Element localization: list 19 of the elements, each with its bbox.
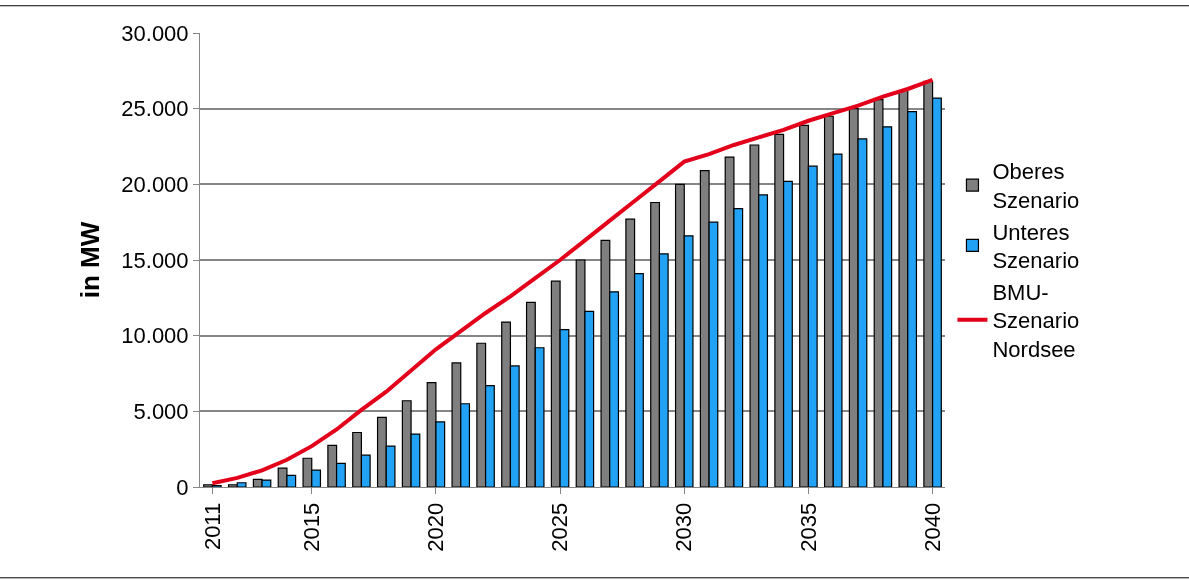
- x-tick-label: 2011: [199, 502, 225, 551]
- x-tick-label: 2035: [795, 502, 821, 552]
- legend-label: Unteres Szenario: [992, 219, 1080, 274]
- x-tick-label: 2015: [298, 502, 324, 552]
- x-tick-label: 2040: [919, 502, 945, 552]
- x-tick-label: 2020: [423, 502, 449, 552]
- y-tick-label: 10.000: [121, 323, 189, 349]
- x-tick-label: 2030: [671, 502, 697, 552]
- y-tick-label: 0: [176, 474, 189, 500]
- y-tick-label: 15.000: [121, 247, 189, 273]
- x-tick-label: 2025: [547, 502, 573, 552]
- line-series: [210, 77, 935, 486]
- legend-label: BMU-Szenario Nordsee: [992, 279, 1080, 362]
- y-tick-label: 5.000: [133, 399, 189, 425]
- legend-label: Oberes Szenario: [992, 159, 1080, 213]
- y-axis-title: in MW: [74, 221, 105, 299]
- y-tick-label: 25.000: [121, 96, 189, 122]
- y-tick-label: 30.000: [121, 20, 189, 46]
- y-tick-label: 20.000: [121, 172, 189, 198]
